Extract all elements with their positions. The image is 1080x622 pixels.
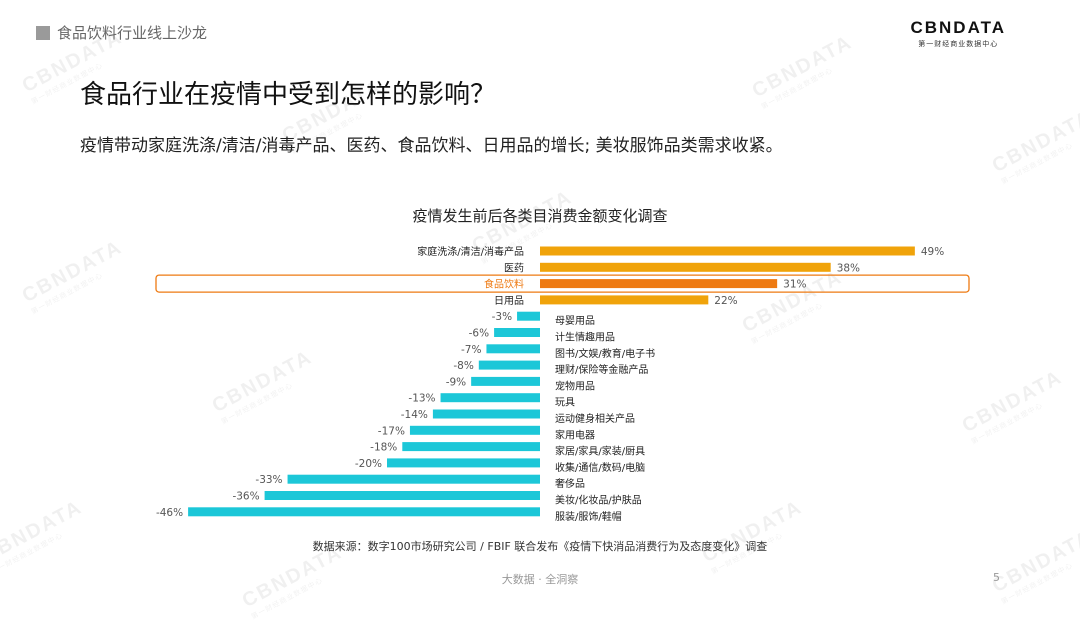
section-title: 食品饮料行业线上沙龙 — [57, 24, 208, 42]
category-label: 收集/通信/数码/电脑 — [555, 461, 645, 474]
data-source: 数据来源：数字100市场研究公司 / FBIF 联合发布《疫情下快消品消费行为及… — [312, 540, 768, 553]
category-label: 奢侈品 — [555, 477, 585, 490]
bar — [440, 393, 540, 403]
value-label: -7% — [461, 344, 481, 356]
highlight-box — [155, 274, 970, 293]
bar — [432, 409, 540, 419]
value-label: -8% — [453, 360, 473, 372]
category-label: 玩具 — [555, 397, 575, 409]
value-label: -14% — [401, 409, 428, 421]
bar — [494, 328, 540, 337]
footer-slogan: 大数据 · 全洞察 — [501, 573, 579, 586]
value-label: -18% — [370, 442, 397, 454]
category-label: 图书/文娱/教育/电子书 — [555, 347, 655, 360]
logo-text: CBNDATA — [910, 18, 1006, 37]
page-title: 食品行业在疫情中受到怎样的影响？ — [80, 80, 497, 110]
bar — [478, 360, 540, 370]
category-label: 计生情趣用品 — [555, 331, 615, 344]
value-label: -9% — [446, 376, 466, 388]
logo-subtext: 第一财经商业数据中心 — [918, 40, 999, 48]
bar — [402, 442, 540, 452]
bar — [387, 458, 540, 468]
value-label: -20% — [355, 458, 382, 470]
bar — [287, 474, 540, 484]
page-subtitle: 疫情带动家庭洗涤/清洁/消毒产品、医药、食品饮料、日用品的增长; 美妆服饰品类需… — [80, 136, 783, 156]
bar — [540, 262, 831, 272]
category-label: 服装/服饰/鞋帽 — [555, 510, 622, 523]
chart-title: 疫情发生前后各类目消费金额变化调查 — [412, 207, 667, 225]
value-label: -6% — [469, 328, 489, 340]
category-label: 家用电器 — [555, 428, 595, 441]
cbndata-logo: CBNDATA 第一财经商业数据中心 — [910, 18, 1006, 49]
category-label: 家庭洗涤/清洁/消毒产品 — [417, 245, 524, 258]
bar — [471, 376, 540, 386]
category-label: 理财/保险等金融产品 — [555, 363, 648, 376]
value-label: 22% — [714, 295, 737, 307]
category-label: 家居/家具/家装/厨具 — [555, 445, 645, 458]
bar — [517, 311, 540, 321]
value-label: 31% — [783, 279, 806, 291]
category-label: 医药 — [504, 262, 524, 274]
bar — [188, 507, 540, 517]
value-label: -17% — [378, 425, 405, 437]
value-label: -36% — [232, 491, 259, 503]
bar — [264, 491, 540, 500]
value-label: -33% — [255, 474, 282, 486]
value-label: -46% — [156, 507, 183, 519]
bar — [409, 425, 540, 435]
header-square-icon — [36, 25, 50, 40]
category-label: 日用品 — [494, 295, 524, 307]
value-label: 38% — [837, 262, 860, 274]
bar — [540, 295, 709, 305]
category-label: 食品饮料 — [484, 278, 524, 291]
section-header: 食品饮料行业线上沙龙 — [36, 22, 207, 43]
category-label: 美妆/化妆品/护肤品 — [555, 494, 642, 507]
bar — [540, 246, 915, 256]
value-label: -13% — [408, 393, 435, 405]
value-label: 49% — [921, 246, 944, 258]
bar — [540, 279, 778, 289]
consumption-change-bar-chart: 疫情发生前后各类目消费金额变化调查 49% 家庭洗涤/清洁/消毒产品 38% 医药 31… — [155, 207, 970, 523]
category-label: 母婴用品 — [555, 315, 595, 327]
category-label: 运动健身相关产品 — [555, 412, 635, 425]
bar — [486, 344, 540, 354]
page-number: 5 — [993, 571, 1000, 584]
category-label: 宠物用品 — [555, 379, 595, 392]
value-label: -3% — [492, 311, 512, 323]
